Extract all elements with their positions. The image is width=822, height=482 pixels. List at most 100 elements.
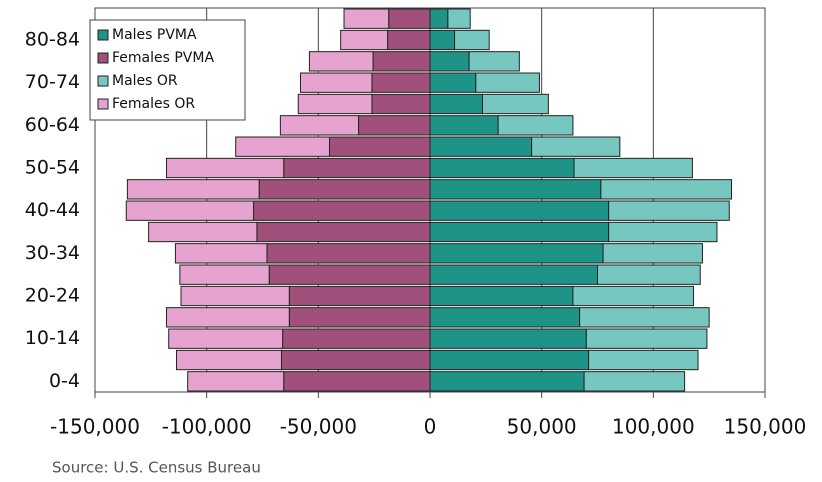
bar <box>583 371 686 392</box>
legend-swatch <box>97 98 109 110</box>
bar <box>372 51 431 72</box>
bar <box>371 93 431 115</box>
y-tick-label: 40-44 <box>25 199 80 221</box>
bar <box>429 285 574 307</box>
bar <box>579 307 710 328</box>
y-tick-label: 10-14 <box>25 327 80 349</box>
bar <box>573 157 693 179</box>
y-tick-label: 80-84 <box>25 29 80 51</box>
bar <box>148 221 258 243</box>
bar <box>283 157 431 179</box>
x-tick-label: 150,000 <box>724 415 807 439</box>
bar <box>602 243 703 264</box>
bar <box>429 115 499 136</box>
bar <box>179 264 270 285</box>
bar <box>343 8 390 29</box>
y-tick-label: 50-54 <box>25 157 80 179</box>
bar <box>388 8 431 29</box>
bar <box>481 93 549 115</box>
bar <box>297 93 373 115</box>
x-tick-label: -50,000 <box>280 415 357 439</box>
bar <box>387 29 431 51</box>
y-tick-label: 60-64 <box>25 114 80 136</box>
bar <box>280 349 431 371</box>
legend-label: Females OR <box>112 96 195 112</box>
bar <box>288 307 431 328</box>
bar <box>429 93 483 115</box>
bar <box>429 157 575 179</box>
legend-swatch <box>97 75 109 87</box>
bar <box>429 136 533 157</box>
bar <box>165 307 290 328</box>
bar <box>597 264 701 285</box>
bar <box>447 8 471 29</box>
bar <box>180 285 290 307</box>
bar <box>308 51 374 72</box>
bar <box>429 349 590 371</box>
bar <box>600 179 732 200</box>
bar <box>329 136 431 157</box>
bar <box>235 136 330 157</box>
bar <box>258 179 431 200</box>
bar <box>608 221 718 243</box>
legend-label: Males PVMA <box>112 27 197 43</box>
x-tick-label: 100,000 <box>612 415 695 439</box>
y-tick-label: 0-4 <box>49 370 80 392</box>
bar <box>429 371 585 392</box>
bar <box>429 72 477 93</box>
bar <box>531 136 621 157</box>
bar <box>165 157 285 179</box>
plot-frame <box>94 7 766 393</box>
bar <box>475 72 540 93</box>
bar <box>168 328 284 349</box>
bar <box>126 179 260 200</box>
bar <box>125 200 255 221</box>
bar <box>585 328 708 349</box>
bar <box>588 349 699 371</box>
x-tick-label: -150,000 <box>50 415 140 439</box>
bar <box>429 29 456 51</box>
bar <box>268 264 431 285</box>
bar <box>429 179 602 200</box>
legend-label: Females PVMA <box>112 50 214 66</box>
bar <box>497 115 574 136</box>
legend-swatch <box>97 52 109 64</box>
bar <box>256 221 431 243</box>
bar <box>266 243 431 264</box>
bar <box>358 115 431 136</box>
bar <box>429 328 587 349</box>
x-tick-label: -100,000 <box>162 415 252 439</box>
bar <box>429 221 610 243</box>
x-tick-label: 50,000 <box>507 415 577 439</box>
bar <box>429 51 470 72</box>
bar <box>279 115 360 136</box>
bar <box>176 349 282 371</box>
bar <box>288 285 431 307</box>
bar <box>572 285 695 307</box>
bar <box>282 328 431 349</box>
x-tick-label: 0 <box>424 415 437 439</box>
bar <box>608 200 730 221</box>
y-tick-label: 70-74 <box>25 71 80 93</box>
legend-box <box>89 19 246 121</box>
bar <box>468 51 520 72</box>
legend-swatch <box>97 29 109 41</box>
legend-label: Males OR <box>112 73 178 89</box>
y-tick-label: 30-34 <box>25 242 80 264</box>
bar <box>454 29 490 51</box>
y-tick-label: 20-24 <box>25 285 80 307</box>
bar <box>253 200 431 221</box>
bar <box>340 29 389 51</box>
bar <box>283 371 431 392</box>
bar <box>174 243 268 264</box>
bar <box>429 8 449 29</box>
bar <box>187 371 285 392</box>
bar <box>429 200 610 221</box>
bar <box>299 72 373 93</box>
source-note: Source: U.S. Census Bureau <box>52 459 261 477</box>
bar <box>429 243 604 264</box>
bar <box>429 307 581 328</box>
bar <box>371 72 431 93</box>
bar <box>429 264 598 285</box>
